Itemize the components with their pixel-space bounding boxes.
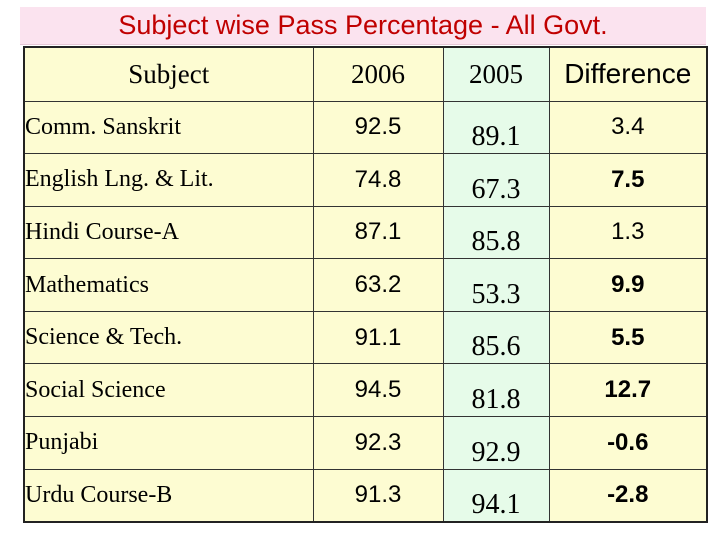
column-header-difference: Difference: [548, 46, 708, 102]
pass-percentage-table: Subject 2006 2005 Difference Comm. Sansk…: [23, 46, 708, 523]
cell-difference: -2.8: [548, 468, 708, 523]
cell-difference: -0.6: [548, 416, 708, 470]
cell-2005: 85.6: [442, 310, 550, 365]
table-row: English Lng. & Lit. 74.8 67.3 7.5: [23, 153, 708, 207]
cell-2006: 91.1: [312, 310, 444, 365]
table-row: Comm. Sanskrit 92.5 89.1 3.4: [23, 100, 708, 155]
column-header-2006: 2006: [312, 46, 444, 102]
cell-2005: 81.8: [442, 363, 550, 418]
cell-difference: 5.5: [548, 310, 708, 365]
cell-difference: 1.3: [548, 205, 708, 260]
cell-difference: 3.4: [548, 100, 708, 155]
cell-subject: Hindi Course-A: [23, 205, 314, 260]
table-row: Hindi Course-A 87.1 85.8 1.3: [23, 205, 708, 260]
column-header-2005: 2005: [442, 46, 550, 102]
cell-2006: 74.8: [312, 153, 444, 207]
cell-difference: 7.5: [548, 153, 708, 207]
table-row: Urdu Course-B 91.3 94.1 -2.8: [23, 468, 708, 523]
table-title: Subject wise Pass Percentage - All Govt.: [20, 7, 706, 45]
cell-2005: 53.3: [442, 258, 550, 312]
cell-2006: 92.3: [312, 416, 444, 470]
cell-2006: 63.2: [312, 258, 444, 312]
table-row: Punjabi 92.3 92.9 -0.6: [23, 416, 708, 470]
cell-2005: 85.8: [442, 205, 550, 260]
cell-2005: 94.1: [442, 468, 550, 523]
cell-2006: 94.5: [312, 363, 444, 418]
cell-2005: 92.9: [442, 416, 550, 470]
cell-subject: Social Science: [23, 363, 314, 418]
cell-difference: 12.7: [548, 363, 708, 418]
cell-subject: Urdu Course-B: [23, 468, 314, 523]
cell-2006: 87.1: [312, 205, 444, 260]
cell-2005: 67.3: [442, 153, 550, 207]
cell-2005: 89.1: [442, 100, 550, 155]
cell-subject: Punjabi: [23, 416, 314, 470]
cell-2006: 91.3: [312, 468, 444, 523]
table-row: Mathematics 63.2 53.3 9.9: [23, 258, 708, 312]
cell-subject: Mathematics: [23, 258, 314, 312]
cell-subject: English Lng. & Lit.: [23, 153, 314, 207]
table-row: Science & Tech. 91.1 85.6 5.5: [23, 310, 708, 365]
column-header-subject: Subject: [23, 46, 314, 102]
cell-difference: 9.9: [548, 258, 708, 312]
cell-2006: 92.5: [312, 100, 444, 155]
cell-subject: Comm. Sanskrit: [23, 100, 314, 155]
table-row: Social Science 94.5 81.8 12.7: [23, 363, 708, 418]
header-row: Subject 2006 2005 Difference: [23, 46, 708, 102]
cell-subject: Science & Tech.: [23, 310, 314, 365]
